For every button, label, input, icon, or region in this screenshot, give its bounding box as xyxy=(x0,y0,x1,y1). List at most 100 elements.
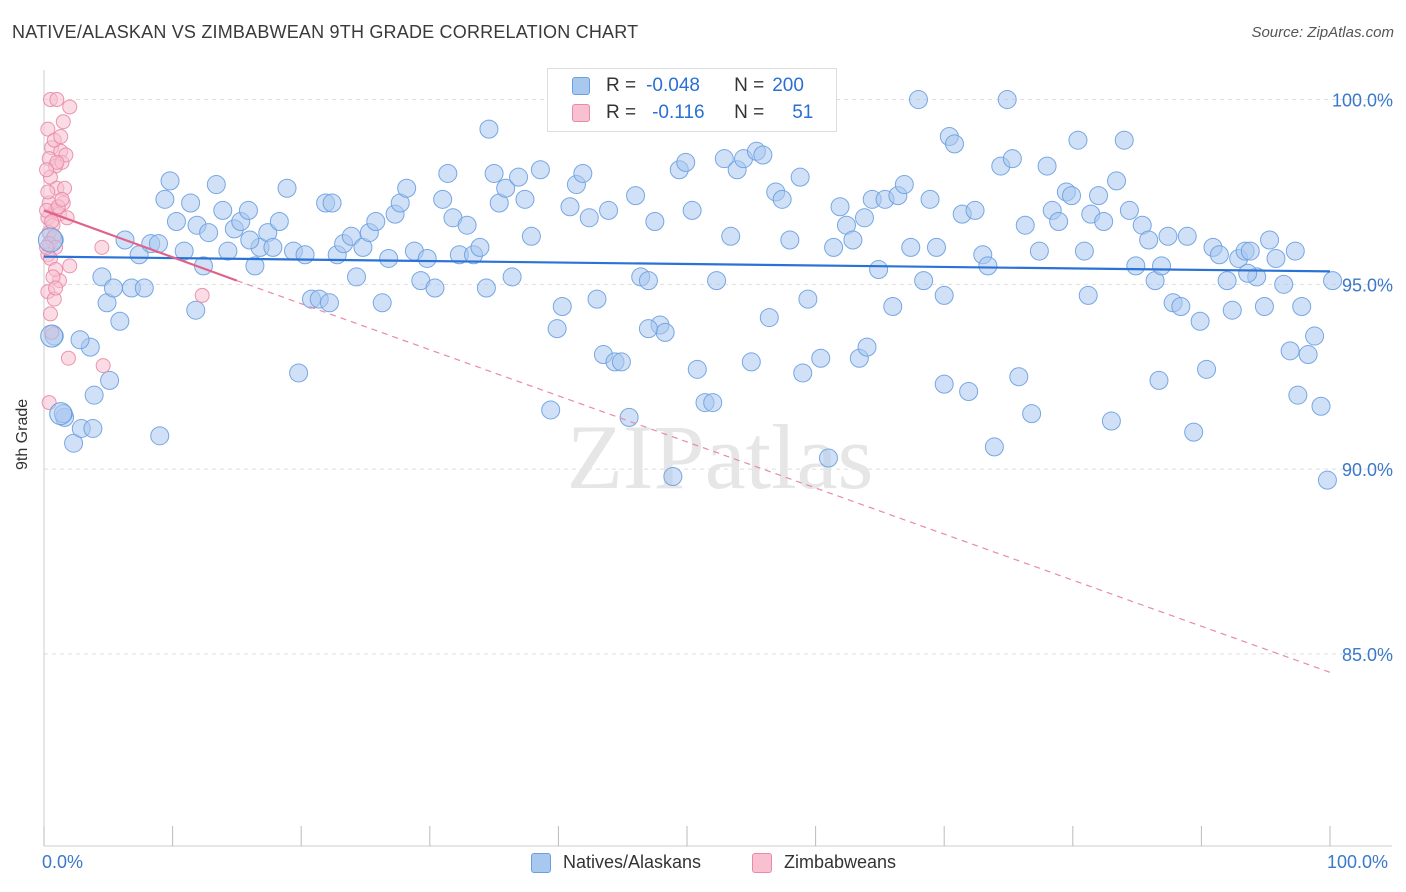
point-natives xyxy=(277,178,297,198)
axes xyxy=(43,70,1392,847)
point-natives xyxy=(721,226,741,246)
point-natives xyxy=(92,267,112,287)
legend-r-value: -0.116 xyxy=(652,102,705,123)
point-natives xyxy=(502,267,522,287)
point-natives xyxy=(509,167,529,187)
point-natives xyxy=(372,293,392,313)
point-natives xyxy=(379,248,399,268)
point-natives xyxy=(218,241,238,261)
point-natives xyxy=(1015,215,1035,235)
point-natives xyxy=(944,134,964,154)
point-natives xyxy=(579,208,599,228)
point-natives xyxy=(978,256,998,276)
point-natives xyxy=(160,171,180,191)
point-natives xyxy=(1280,341,1300,361)
point-natives xyxy=(772,189,792,209)
point-natives xyxy=(611,352,631,372)
point-natives xyxy=(759,308,779,328)
point-natives xyxy=(64,433,84,453)
point-zimbabweans xyxy=(62,99,78,115)
point-natives xyxy=(663,466,683,486)
point-natives xyxy=(479,119,499,139)
point-natives xyxy=(1009,367,1029,387)
point-natives xyxy=(1217,271,1237,291)
point-natives xyxy=(1126,256,1146,276)
point-natives xyxy=(934,285,954,305)
bottom-legend-label-natives: Natives/Alaskans xyxy=(563,852,702,872)
point-natives xyxy=(780,230,800,250)
point-natives xyxy=(818,448,838,468)
point-natives xyxy=(599,200,619,220)
point-natives xyxy=(1139,230,1159,250)
point-natives xyxy=(84,385,104,405)
point-natives xyxy=(1002,149,1022,169)
point-natives xyxy=(552,296,572,316)
point-natives xyxy=(70,330,90,350)
point-natives xyxy=(687,359,707,379)
point-natives xyxy=(1037,156,1057,176)
trend-line-zimbabweans xyxy=(43,209,238,282)
point-zimbabweans xyxy=(62,258,78,274)
point-zimbabweans xyxy=(60,350,76,366)
point-natives xyxy=(560,197,580,217)
point-natives xyxy=(707,271,727,291)
point-natives xyxy=(547,319,567,339)
point-natives xyxy=(134,278,154,298)
point-natives xyxy=(914,271,934,291)
point-natives xyxy=(1094,212,1114,232)
point-natives xyxy=(1101,411,1121,431)
point-natives xyxy=(213,200,233,220)
point-natives xyxy=(824,237,844,257)
point-natives xyxy=(206,175,226,195)
point-natives xyxy=(83,418,103,438)
y-axis-label: 9th Grade xyxy=(14,398,31,470)
bottom-legend-natives: Natives/Alaskans xyxy=(531,852,701,873)
point-natives xyxy=(150,426,170,446)
point-natives xyxy=(289,363,309,383)
bottom-legend-swatch-natives xyxy=(531,852,551,873)
point-natives xyxy=(645,212,665,232)
legend-row-natives: R = -0.048 N = 200 xyxy=(572,73,804,99)
point-natives xyxy=(901,237,921,257)
point-natives xyxy=(521,226,541,246)
legend-r-value: -0.048 xyxy=(646,75,700,96)
point-zimbabweans xyxy=(42,306,58,322)
point-natives xyxy=(515,189,535,209)
point-natives xyxy=(638,319,658,339)
point-natives xyxy=(1274,274,1294,294)
point-natives xyxy=(100,370,120,390)
point-natives xyxy=(1311,396,1331,416)
point-natives xyxy=(926,237,946,257)
point-natives xyxy=(541,400,561,420)
bottom-legend-zimbabweans: Zimbabweans xyxy=(752,852,896,873)
trend-lines xyxy=(43,209,1331,673)
point-natives xyxy=(319,293,339,313)
point-natives xyxy=(682,200,702,220)
point-natives xyxy=(322,193,342,213)
y-tick-label: 90.0% xyxy=(1342,460,1393,480)
point-zimbabweans xyxy=(49,92,65,108)
point-zimbabweans xyxy=(53,129,69,145)
point-natives xyxy=(1177,226,1197,246)
point-natives xyxy=(438,163,458,183)
y-tick-label: 85.0% xyxy=(1342,645,1393,665)
point-natives xyxy=(1078,285,1098,305)
point-natives xyxy=(470,237,490,257)
point-natives xyxy=(793,363,813,383)
point-natives xyxy=(638,271,658,291)
point-natives xyxy=(366,212,386,232)
x-tick-label-max: 100.0% xyxy=(1327,852,1389,872)
point-natives xyxy=(417,248,437,268)
trend-line-natives xyxy=(43,255,1331,273)
point-natives xyxy=(790,167,810,187)
point-zimbabweans xyxy=(44,214,60,230)
point-natives xyxy=(753,145,773,165)
point-natives xyxy=(1022,404,1042,424)
point-natives xyxy=(1184,422,1204,442)
legend-n-label: N = xyxy=(734,102,765,123)
point-natives xyxy=(1068,130,1088,150)
point-natives xyxy=(1171,296,1191,316)
point-natives xyxy=(295,245,315,265)
point-natives xyxy=(530,160,550,180)
